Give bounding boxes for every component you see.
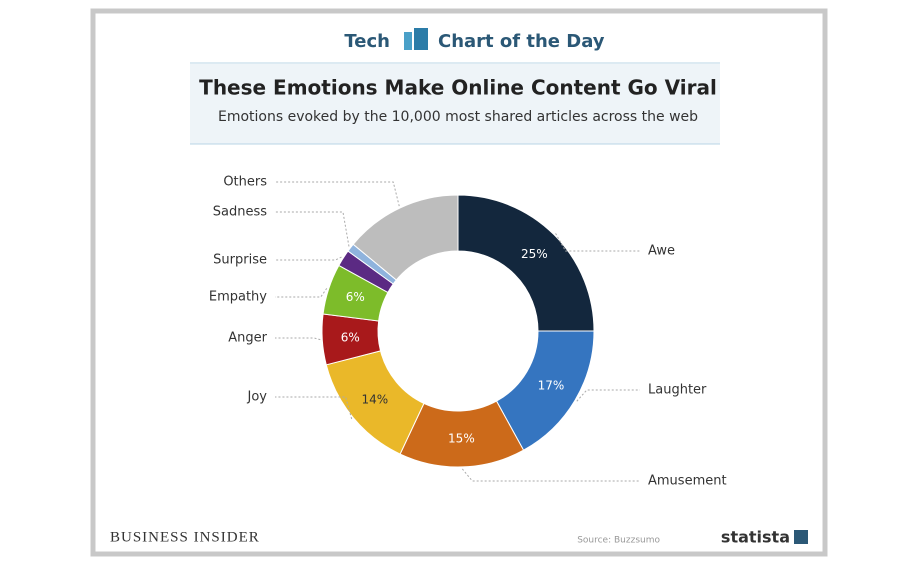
- category-label: Empathy: [209, 290, 267, 305]
- donut-segment: [457, 194, 595, 332]
- leader-line: [275, 337, 321, 341]
- category-label: Awe: [648, 244, 675, 259]
- leader-line: [275, 181, 400, 207]
- brand-icon: [404, 32, 412, 50]
- title-band: [190, 64, 720, 144]
- leader-line: [576, 389, 640, 402]
- chart-title: These Emotions Make Online Content Go Vi…: [199, 76, 717, 100]
- leader-line: [555, 233, 640, 252]
- category-label: Sadness: [213, 205, 267, 220]
- donut-segment: [352, 194, 459, 281]
- publisher: BUSINESS INSIDER: [110, 529, 260, 545]
- source: Source: Buzzsumo: [577, 536, 660, 546]
- value-label: 6%: [341, 330, 360, 344]
- value-label: 6%: [346, 290, 365, 304]
- category-label: Surprise: [213, 253, 267, 268]
- category-label: Others: [223, 175, 267, 190]
- brand-series: Chart of the Day: [438, 31, 605, 52]
- brand-icon: [414, 28, 428, 50]
- leader-line: [461, 468, 640, 482]
- category-label: Joy: [247, 390, 268, 405]
- value-label: 17%: [538, 378, 565, 392]
- value-label: 15%: [448, 431, 475, 445]
- leader-line: [275, 396, 353, 420]
- leader-line: [275, 288, 328, 298]
- logo: statista: [721, 528, 790, 547]
- chart-subtitle: Emotions evoked by the 10,000 most share…: [218, 109, 698, 125]
- logo-icon: [794, 530, 808, 544]
- brand-tag: Tech: [344, 31, 390, 52]
- category-label: Anger: [228, 331, 267, 346]
- value-label: 14%: [361, 392, 388, 406]
- value-label: 25%: [521, 247, 548, 261]
- leader-line: [275, 211, 350, 247]
- category-label: Amusement: [648, 474, 727, 489]
- category-label: Laughter: [648, 383, 707, 398]
